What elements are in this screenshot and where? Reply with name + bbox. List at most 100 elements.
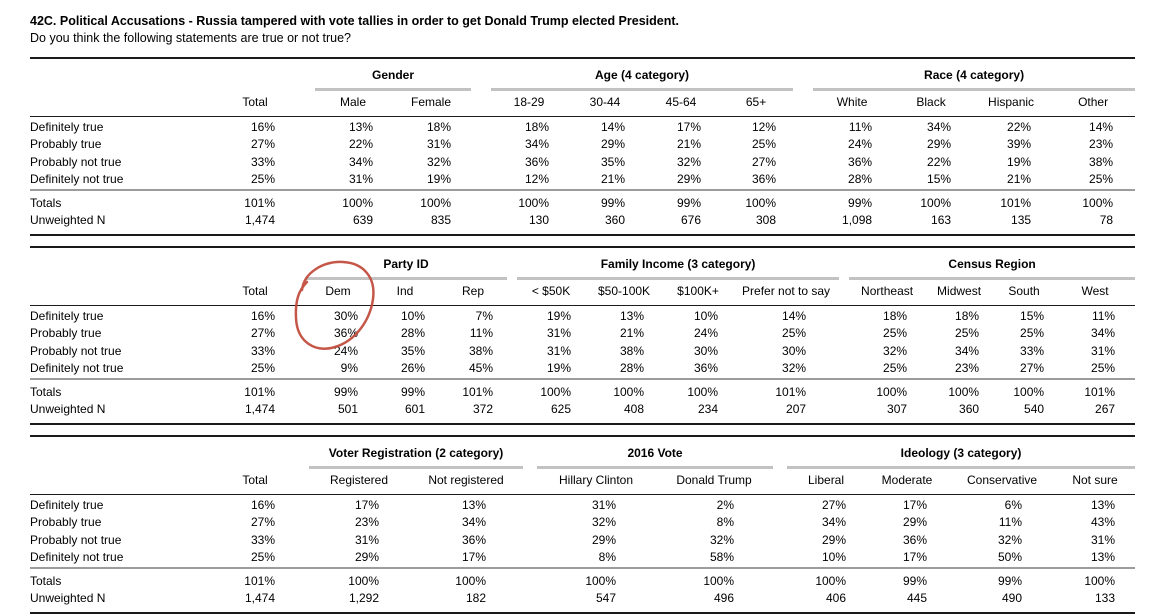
value-cell: 406 [787, 590, 865, 613]
column-gap [295, 566, 309, 590]
value-cell: 101% [215, 188, 295, 212]
value-cell: 36% [409, 532, 523, 550]
value-cell: 100% [663, 377, 734, 401]
value-cell: 50% [949, 549, 1055, 568]
value: 17% [902, 497, 928, 512]
value: 15% [927, 172, 952, 187]
value: 50% [997, 550, 1023, 565]
value: 100% [585, 573, 617, 588]
row-label: Definitely not true [30, 172, 124, 187]
value-cell: 25% [849, 325, 925, 343]
column-gap [295, 590, 309, 613]
value: 23% [1089, 137, 1114, 152]
value: 99% [997, 573, 1023, 588]
value-cell: 33% [215, 343, 295, 361]
column-gap [295, 514, 309, 532]
value-cell: 36% [663, 360, 733, 379]
column-gap [471, 171, 491, 190]
value: 24% [694, 326, 719, 341]
value-cell: 34% [925, 343, 993, 361]
value: 22% [927, 154, 952, 169]
value-cell: 360 [925, 401, 993, 424]
value-cell: 6% [949, 494, 1055, 514]
value-cell: 100% [391, 188, 472, 212]
value-cell: 34% [409, 514, 523, 532]
column-header: Hispanic [971, 89, 1052, 117]
value-cell: 32% [733, 360, 839, 379]
value-cell: 58% [655, 549, 773, 568]
value-cell: 25% [1055, 360, 1135, 379]
value-cell: 28% [813, 171, 891, 190]
value-cell: 30% [663, 343, 733, 361]
data-row: Probably true 27% 23% 34% 32% 8% 34% 29% 11% 43% [30, 514, 1135, 532]
row-label-header [30, 278, 215, 306]
value: 99% [400, 384, 425, 399]
value-cell: 12% [491, 171, 567, 190]
value-cell: 100% [409, 566, 524, 590]
value: 34% [524, 137, 550, 152]
value: 372 [472, 402, 494, 417]
value-cell: 36% [719, 171, 793, 190]
value: 101% [244, 384, 275, 399]
value: 32% [883, 343, 908, 358]
column-gap [295, 401, 305, 424]
value: 1,098 [842, 213, 873, 228]
value-cell: 31% [1055, 343, 1135, 361]
value: 406 [825, 591, 847, 606]
column-gap [295, 136, 315, 154]
value: 10% [821, 550, 847, 565]
value-cell: 234 [663, 401, 733, 424]
column-gap [773, 566, 788, 590]
value-cell: 25% [215, 171, 295, 190]
value: 36% [848, 154, 873, 169]
value-cell: 25% [849, 360, 925, 379]
value-cell: 32% [643, 154, 719, 172]
value-cell: 101% [215, 566, 295, 590]
value-cell: 7% [439, 305, 507, 325]
column-header: Not sure [1055, 467, 1136, 495]
column-gap [295, 305, 305, 325]
value-cell: 25% [733, 325, 839, 343]
column-gap [793, 188, 814, 212]
column-gap [295, 467, 309, 495]
group-header-spacer [30, 247, 295, 279]
value-cell: 100% [787, 566, 866, 590]
value: 25% [1020, 326, 1045, 341]
value-cell: 33% [215, 154, 295, 172]
value-cell: 30% [305, 305, 371, 325]
group-gap [295, 247, 305, 279]
value: 10% [400, 308, 425, 323]
value: 29% [354, 550, 379, 565]
row-label: Probably not true [30, 343, 122, 358]
value-cell: 99% [949, 566, 1056, 590]
value-cell: 135 [971, 212, 1051, 235]
value-cell: 30% [733, 343, 839, 361]
value: 6% [1004, 497, 1023, 512]
value: 10% [694, 308, 719, 323]
value-cell: 601 [371, 401, 439, 424]
value-cell: 16% [215, 305, 295, 325]
value-cell: 29% [309, 549, 409, 568]
value: 19% [1007, 154, 1032, 169]
value-cell: 207 [733, 401, 839, 424]
value: 38% [620, 343, 645, 358]
value-cell: 100% [1051, 188, 1136, 212]
value-cell: 28% [371, 325, 439, 343]
value-cell: 19% [517, 305, 585, 325]
group-header: Party ID [305, 246, 508, 280]
value-cell: 39% [971, 136, 1051, 154]
value: 34% [927, 119, 952, 134]
value: 639 [352, 213, 373, 228]
unweighted-n-row: Unweighted N 1,474 639 835 130 360 676 308 1,098… [30, 212, 1135, 235]
value: 25% [250, 172, 275, 187]
value: 35% [400, 343, 425, 358]
group-header: Voter Registration (2 category) [309, 435, 524, 469]
column-gap [839, 278, 850, 306]
value-cell: 18% [491, 116, 567, 136]
value-cell: 1,292 [309, 590, 409, 613]
value: 100% [948, 384, 980, 399]
group-gap [295, 436, 309, 468]
group-gap [793, 58, 813, 90]
totals-row: Totals 101% 99% 99% 101% 100% 100% 100% 101% 100%… [30, 377, 1136, 401]
row-label: Definitely not true [30, 361, 124, 376]
